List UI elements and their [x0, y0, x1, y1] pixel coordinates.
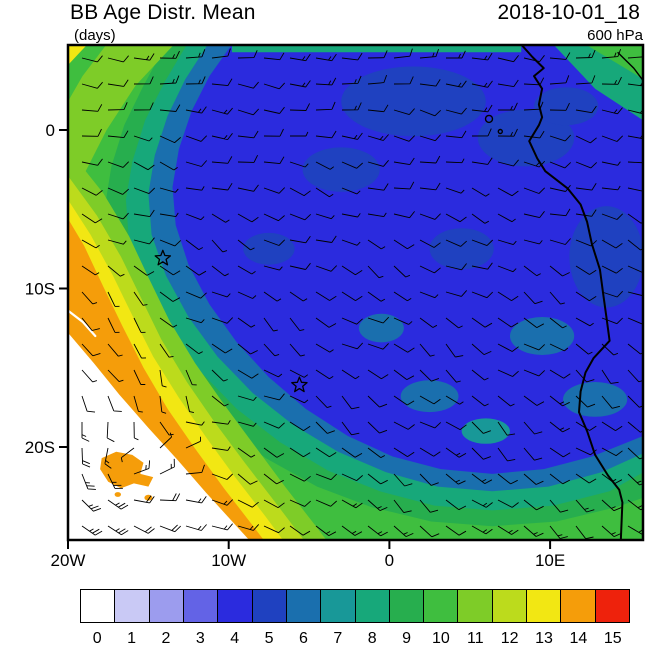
colorbar-label: 3 — [195, 630, 205, 647]
field-region-teal-spot-2 — [400, 380, 459, 413]
field-region-nw-corner-green — [68, 45, 107, 102]
contour-field — [68, 45, 643, 540]
field-region-darkblue-patch-2 — [477, 109, 575, 167]
pressure-level-label: 600 hPa — [587, 27, 643, 44]
colorbar-label: 2 — [161, 630, 171, 647]
field-region-darkblue-patch-6 — [243, 232, 295, 265]
colorbar-label: 10 — [432, 630, 450, 647]
star-marker — [154, 249, 172, 266]
colorbar-label: 0 — [92, 630, 102, 647]
colorbar-label: 8 — [367, 630, 377, 647]
colorbar-cell-15 — [595, 590, 629, 622]
colorbar-cell-1 — [115, 590, 150, 622]
country-border — [617, 51, 643, 82]
field-region-top-strip — [231, 45, 522, 53]
colorbar-cell-0 — [81, 590, 116, 622]
colorbar-label: 5 — [264, 630, 274, 647]
colorbar-label: 1 — [127, 630, 137, 647]
colorbar — [80, 589, 630, 623]
field-region-teal-spot-3 — [563, 382, 628, 417]
island-outline — [497, 128, 503, 135]
colorbar-cell-6 — [286, 590, 322, 622]
colorbar-cell-12 — [492, 590, 528, 622]
colorbar-label: 7 — [333, 630, 343, 647]
field-region-nw-corner-yellow — [68, 45, 87, 65]
field-region-darkblue-patch-7 — [534, 87, 599, 126]
colorbar-cell-4 — [218, 590, 253, 622]
field-region-darkblue-patch-1 — [341, 66, 486, 137]
field-region-teal-spot-5 — [461, 418, 510, 444]
colorbar-cell-14 — [561, 590, 596, 622]
field-region-nw-lightgreen-streak — [68, 45, 174, 206]
colorbar-cell-9 — [389, 590, 425, 622]
colorbar-labels: 0 1 2 3 4 5 6 7 8 9 10 11 12 13 14 15 — [80, 630, 630, 648]
colorbar-cell-5 — [252, 590, 287, 622]
field-region-darkblue-patch-3 — [302, 147, 380, 192]
colorbar-label: 11 — [467, 630, 484, 647]
field-region-darkblue-patch-5 — [429, 228, 494, 270]
colorbar-label: 9 — [402, 630, 412, 647]
x-tick-label: 10W — [211, 551, 246, 570]
field-region-teal-spot-1 — [509, 317, 575, 355]
field-region-teal-spot-4 — [358, 313, 404, 343]
y-tick-label: 0 — [46, 121, 55, 140]
field-region-sw-white-region — [68, 332, 250, 540]
field-region-orange-blob — [100, 451, 154, 489]
colorbar-label: 15 — [603, 630, 622, 647]
colorbar-cell-13 — [527, 590, 562, 622]
field-region-land-green-ne — [586, 45, 643, 80]
y-tick-label: 10S — [25, 280, 55, 299]
plot-title: BB Age Distr. Mean — [70, 1, 256, 24]
colorbar-label: 12 — [500, 630, 519, 647]
colorbar-label: 13 — [535, 630, 553, 647]
x-tick-label: 20W — [51, 551, 86, 570]
field-region-darkblue-patch-4 — [569, 206, 643, 308]
plot-timestamp: 2018-10-01_18 — [497, 1, 640, 24]
colorbar-label: 6 — [298, 630, 308, 647]
colorbar-cell-8 — [355, 590, 390, 622]
wind-barbs — [81, 48, 643, 540]
map-frame — [66, 43, 645, 542]
colorbar-label: 14 — [569, 630, 588, 647]
colorbar-cell-2 — [149, 590, 184, 622]
field-region-orange-speck-2 — [114, 492, 122, 497]
x-tick-label: 10E — [535, 551, 565, 570]
colorbar-cell-3 — [183, 590, 219, 622]
star-marker — [291, 376, 308, 393]
y-tick-label: 20S — [25, 438, 55, 457]
coastline — [520, 45, 624, 540]
x-tick-label: 0 — [385, 551, 394, 570]
colorbar-cell-10 — [424, 590, 459, 622]
colorbar-cell-7 — [321, 590, 356, 622]
colorbar-label: 4 — [230, 630, 240, 647]
colorbar-cell-11 — [458, 590, 493, 622]
island-outline — [484, 114, 494, 124]
units-label: (days) — [74, 27, 116, 44]
field-region-white-front-line — [68, 309, 97, 338]
